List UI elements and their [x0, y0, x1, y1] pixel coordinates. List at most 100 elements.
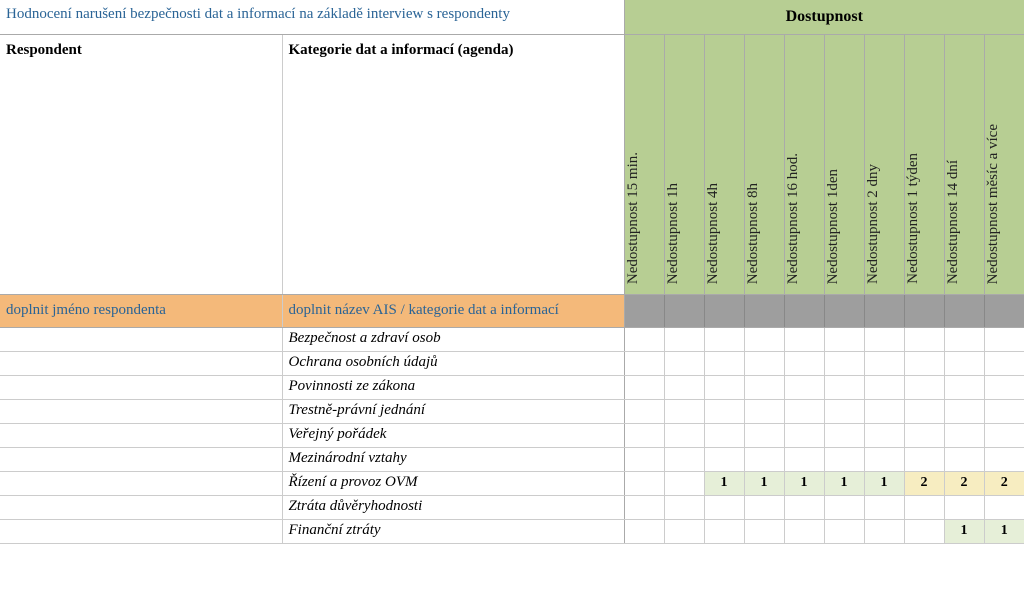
value-cell[interactable]	[744, 399, 784, 423]
value-cell[interactable]	[984, 375, 1024, 399]
value-cell[interactable]	[984, 447, 1024, 471]
value-cell[interactable]	[744, 375, 784, 399]
value-cell[interactable]	[824, 327, 864, 351]
value-cell[interactable]	[904, 375, 944, 399]
value-cell[interactable]	[664, 447, 704, 471]
value-cell[interactable]	[824, 495, 864, 519]
value-cell[interactable]	[984, 423, 1024, 447]
value-cell[interactable]	[784, 375, 824, 399]
value-cell[interactable]	[624, 471, 664, 495]
value-cell[interactable]	[944, 327, 984, 351]
value-cell[interactable]	[704, 447, 744, 471]
value-cell[interactable]	[744, 519, 784, 543]
value-cell[interactable]	[664, 351, 704, 375]
value-cell[interactable]	[664, 327, 704, 351]
value-cell[interactable]	[744, 447, 784, 471]
value-cell[interactable]	[904, 327, 944, 351]
value-cell[interactable]	[864, 495, 904, 519]
value-cell[interactable]	[664, 399, 704, 423]
value-cell[interactable]	[704, 495, 744, 519]
row-respondent-cell[interactable]	[0, 447, 282, 471]
value-cell[interactable]	[664, 375, 704, 399]
value-cell[interactable]	[984, 399, 1024, 423]
row-respondent-cell[interactable]	[0, 471, 282, 495]
value-cell[interactable]	[864, 399, 904, 423]
value-cell[interactable]	[784, 399, 824, 423]
value-cell[interactable]	[904, 447, 944, 471]
value-cell[interactable]	[984, 495, 1024, 519]
value-cell[interactable]	[784, 495, 824, 519]
value-cell[interactable]	[944, 351, 984, 375]
row-respondent-cell[interactable]	[0, 399, 282, 423]
value-cell[interactable]: 1	[744, 471, 784, 495]
value-cell[interactable]	[784, 351, 824, 375]
value-cell[interactable]	[664, 495, 704, 519]
value-cell[interactable]	[864, 519, 904, 543]
row-respondent-cell[interactable]	[0, 375, 282, 399]
value-cell[interactable]: 1	[784, 471, 824, 495]
value-cell[interactable]: 2	[904, 471, 944, 495]
value-cell[interactable]	[744, 495, 784, 519]
value-cell[interactable]	[824, 375, 864, 399]
row-respondent-cell[interactable]	[0, 423, 282, 447]
row-respondent-cell[interactable]	[0, 495, 282, 519]
value-cell[interactable]	[944, 447, 984, 471]
value-cell[interactable]	[824, 423, 864, 447]
value-cell[interactable]: 2	[944, 471, 984, 495]
value-cell[interactable]	[984, 351, 1024, 375]
value-cell[interactable]: 1	[944, 519, 984, 543]
placeholder-respondent[interactable]: doplnit jméno respondenta	[0, 295, 282, 328]
placeholder-category[interactable]: doplnit název AIS / kategorie dat a info…	[282, 295, 624, 328]
value-cell[interactable]	[984, 327, 1024, 351]
value-cell[interactable]	[744, 327, 784, 351]
value-cell[interactable]	[824, 447, 864, 471]
value-cell[interactable]	[744, 423, 784, 447]
row-respondent-cell[interactable]	[0, 351, 282, 375]
value-cell[interactable]	[744, 351, 784, 375]
value-cell[interactable]	[784, 447, 824, 471]
value-cell[interactable]	[664, 471, 704, 495]
value-cell[interactable]	[784, 423, 824, 447]
value-cell[interactable]	[824, 399, 864, 423]
value-cell[interactable]	[664, 519, 704, 543]
value-cell[interactable]	[704, 327, 744, 351]
value-cell[interactable]	[944, 423, 984, 447]
value-cell[interactable]	[704, 351, 744, 375]
value-cell[interactable]	[904, 423, 944, 447]
value-cell[interactable]	[784, 519, 824, 543]
row-respondent-cell[interactable]	[0, 519, 282, 543]
value-cell[interactable]	[704, 399, 744, 423]
value-cell[interactable]	[624, 351, 664, 375]
value-cell[interactable]	[624, 519, 664, 543]
value-cell[interactable]	[864, 327, 904, 351]
value-cell[interactable]: 1	[864, 471, 904, 495]
value-cell[interactable]	[904, 495, 944, 519]
value-cell[interactable]	[944, 399, 984, 423]
value-cell[interactable]	[624, 423, 664, 447]
row-respondent-cell[interactable]	[0, 327, 282, 351]
value-cell[interactable]	[624, 375, 664, 399]
value-cell[interactable]	[864, 375, 904, 399]
value-cell[interactable]: 2	[984, 471, 1024, 495]
value-cell[interactable]	[624, 327, 664, 351]
value-cell[interactable]	[624, 447, 664, 471]
value-cell[interactable]	[704, 375, 744, 399]
value-cell[interactable]	[904, 519, 944, 543]
value-cell[interactable]	[824, 351, 864, 375]
value-cell[interactable]	[784, 327, 824, 351]
value-cell[interactable]: 1	[704, 471, 744, 495]
value-cell[interactable]	[944, 495, 984, 519]
value-cell[interactable]	[624, 495, 664, 519]
value-cell[interactable]	[624, 399, 664, 423]
value-cell[interactable]	[664, 423, 704, 447]
value-cell[interactable]	[864, 351, 904, 375]
value-cell[interactable]	[824, 519, 864, 543]
value-cell[interactable]	[704, 423, 744, 447]
value-cell[interactable]	[944, 375, 984, 399]
value-cell[interactable]	[864, 447, 904, 471]
value-cell[interactable]	[864, 423, 904, 447]
value-cell[interactable]	[904, 399, 944, 423]
value-cell[interactable]	[904, 351, 944, 375]
value-cell[interactable]: 1	[984, 519, 1024, 543]
value-cell[interactable]: 1	[824, 471, 864, 495]
